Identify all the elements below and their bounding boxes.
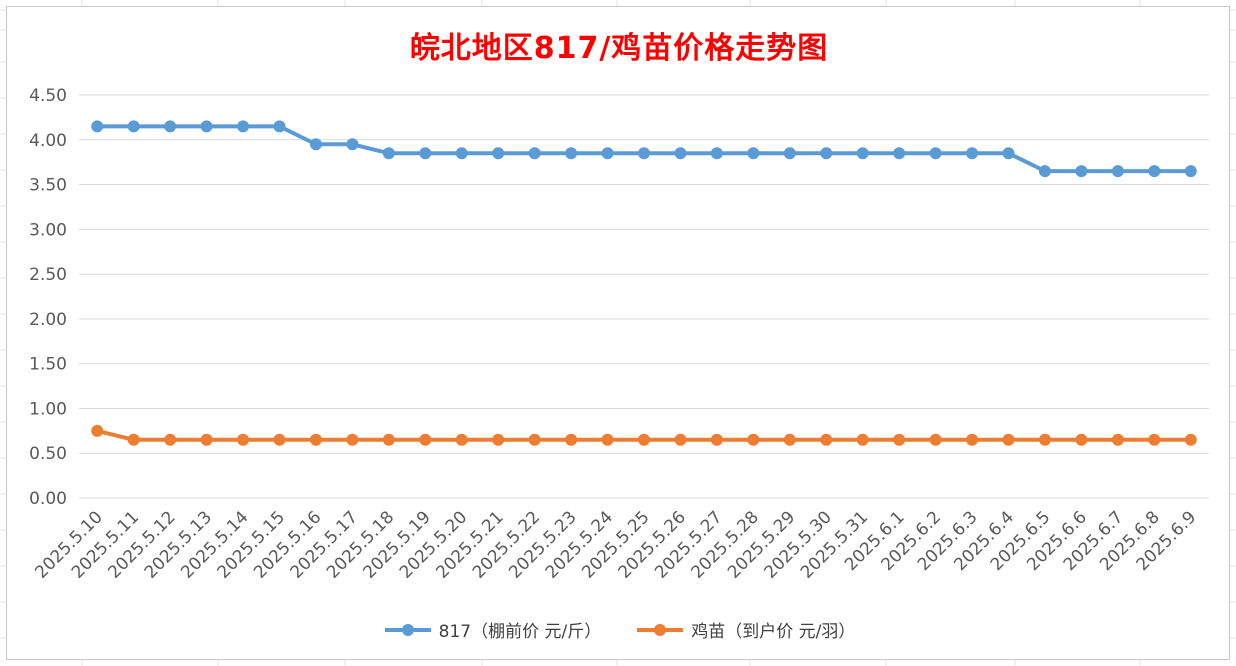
data-point xyxy=(273,120,286,133)
data-point xyxy=(893,147,906,160)
data-point xyxy=(929,147,942,160)
data-point xyxy=(601,433,614,446)
data-point xyxy=(747,433,760,446)
data-point xyxy=(382,147,395,160)
data-point xyxy=(200,433,213,446)
data-point xyxy=(783,433,796,446)
y-tick-label: 3.50 xyxy=(29,176,67,196)
data-point xyxy=(1184,433,1197,446)
data-point xyxy=(164,120,177,133)
data-point xyxy=(638,433,650,446)
data-point xyxy=(237,120,250,133)
data-point xyxy=(856,433,869,446)
y-tick-label: 3.00 xyxy=(29,220,67,240)
data-point xyxy=(1111,433,1124,446)
data-point xyxy=(1075,165,1088,178)
y-tick-label: 4.00 xyxy=(29,131,67,151)
data-point xyxy=(747,147,760,160)
data-point xyxy=(1075,433,1088,446)
data-point xyxy=(710,433,723,446)
data-point xyxy=(346,138,359,151)
data-point xyxy=(91,120,104,133)
data-point xyxy=(783,147,796,160)
data-point xyxy=(565,433,578,446)
data-point xyxy=(929,433,942,446)
data-point xyxy=(601,147,614,160)
data-point xyxy=(674,147,687,160)
chart-title: 皖北地区817/鸡苗价格走势图 xyxy=(409,31,829,66)
y-tick-label: 0.50 xyxy=(29,444,67,464)
data-point xyxy=(127,120,140,133)
data-point xyxy=(565,147,578,160)
data-point xyxy=(492,433,505,446)
data-point xyxy=(237,433,250,446)
y-tick-label: 1.00 xyxy=(29,399,67,419)
data-point xyxy=(1148,165,1161,178)
data-point xyxy=(1184,165,1197,178)
data-point xyxy=(1002,147,1015,160)
data-point xyxy=(1038,433,1051,446)
legend-line-marker-icon xyxy=(384,623,431,636)
y-tick-label: 2.50 xyxy=(29,265,67,285)
data-point xyxy=(164,433,177,446)
data-point xyxy=(674,433,687,446)
data-point xyxy=(91,424,104,437)
data-point xyxy=(1148,433,1161,446)
data-point xyxy=(273,433,286,446)
data-point xyxy=(966,147,979,160)
data-point xyxy=(127,433,140,446)
plot-area: 0.00 0.50 1.00 1.50 2.00 2.50 3.00 3.50 4.00 4.50… xyxy=(29,86,1209,583)
data-point xyxy=(820,147,833,160)
data-point xyxy=(309,433,322,446)
legend-item-chick: 鸡苗（到户价 元/羽） xyxy=(635,617,855,642)
data-point xyxy=(820,433,833,446)
data-point xyxy=(346,433,359,446)
data-point xyxy=(528,147,541,160)
data-point xyxy=(419,147,432,160)
data-point xyxy=(966,433,979,446)
y-tick-label: 1.50 xyxy=(29,355,67,375)
data-point xyxy=(856,147,869,160)
data-point xyxy=(1111,165,1124,178)
data-point xyxy=(419,433,432,446)
data-point xyxy=(893,433,906,446)
y-tick-label: 4.50 xyxy=(29,86,67,106)
legend-line-marker-icon xyxy=(637,623,684,636)
data-point xyxy=(528,433,541,446)
y-tick-label: 0.00 xyxy=(29,489,67,509)
legend-label-817: 817（棚前价 元/斤） xyxy=(438,622,602,642)
legend-item-817: 817（棚前价 元/斤） xyxy=(383,617,602,642)
chart-area[interactable]: 皖北地区817/鸡苗价格走势图 0.00 0.50 1.00 1.50 2.00 2.50… xyxy=(6,6,1230,660)
y-tick-label: 2.00 xyxy=(29,310,67,330)
data-point xyxy=(1038,165,1051,178)
data-point xyxy=(710,147,723,160)
data-point xyxy=(492,147,505,160)
data-point xyxy=(1002,433,1015,446)
data-point xyxy=(638,147,650,160)
legend: 817（棚前价 元/斤） 鸡苗（到户价 元/羽） xyxy=(7,617,1231,642)
data-point xyxy=(200,120,213,133)
data-point xyxy=(455,147,468,160)
data-point xyxy=(309,138,322,151)
data-point xyxy=(455,433,468,446)
data-point xyxy=(382,433,395,446)
legend-label-chick: 鸡苗（到户价 元/羽） xyxy=(691,622,856,642)
